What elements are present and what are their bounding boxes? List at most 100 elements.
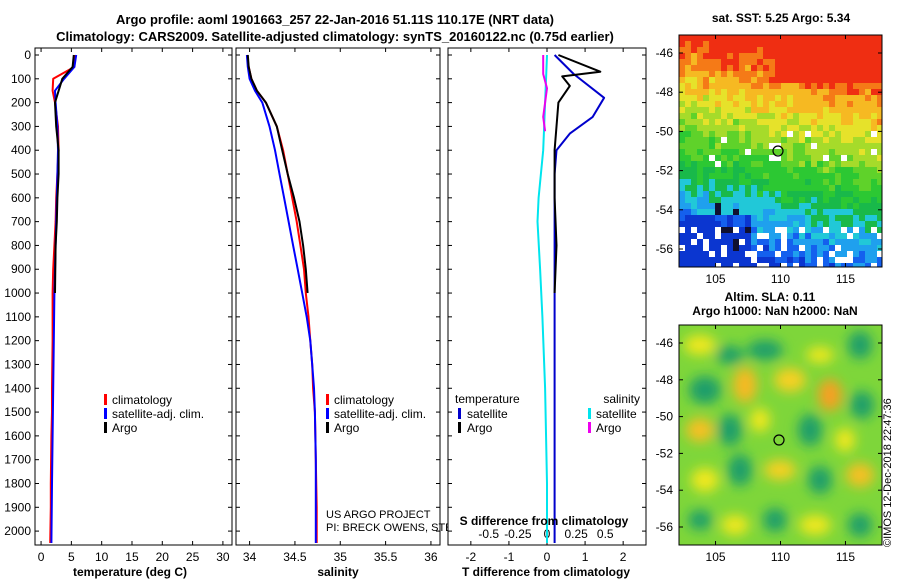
sst-cell	[781, 227, 787, 233]
sst-cell	[691, 113, 697, 119]
sst-cell	[691, 149, 697, 155]
sst-cell	[739, 209, 745, 215]
sst-cell	[853, 77, 859, 83]
sst-cell	[859, 179, 865, 185]
sst-cell	[805, 101, 811, 107]
sst-cell	[769, 125, 775, 131]
sst-cell	[703, 143, 709, 149]
sst-cell	[871, 227, 877, 233]
sst-cell	[853, 203, 859, 209]
sst-cell	[781, 167, 787, 173]
sst-cell	[679, 161, 685, 167]
sst-cell	[733, 89, 739, 95]
sst-cell	[859, 263, 865, 267]
sst-cell	[757, 71, 763, 77]
sst-cell	[751, 197, 757, 203]
sst-cell	[721, 167, 727, 173]
sst-cell	[751, 209, 757, 215]
sst-cell	[721, 143, 727, 149]
sst-cell	[871, 89, 877, 95]
sst-cell	[865, 35, 871, 41]
sst-cell	[751, 59, 757, 65]
sst-cell	[811, 233, 817, 239]
sst-cell	[751, 119, 757, 125]
sst-cell	[715, 131, 721, 137]
sst-cell	[799, 125, 805, 131]
sla-blob	[848, 331, 872, 359]
sst-cell	[805, 65, 811, 71]
sst-cell	[715, 53, 721, 59]
sst-cell	[751, 239, 757, 245]
lon-tick-label: 110	[771, 550, 790, 564]
sst-cell	[835, 101, 841, 107]
sst-cell	[805, 245, 811, 251]
sst-cell	[751, 95, 757, 101]
sst-cell	[787, 77, 793, 83]
sst-cell	[871, 149, 877, 155]
sst-cell	[745, 113, 751, 119]
sst-cell	[745, 227, 751, 233]
sst-cell	[685, 227, 691, 233]
sla-blob	[718, 414, 742, 446]
sst-cell	[733, 203, 739, 209]
sst-cell	[709, 197, 715, 203]
sst-cell	[727, 107, 733, 113]
sst-cell	[871, 131, 877, 137]
sst-cell	[829, 47, 835, 53]
sst-cell	[817, 251, 823, 257]
sst-cell	[721, 125, 727, 131]
sst-cell	[781, 41, 787, 47]
sst-cell	[769, 221, 775, 227]
legend-satellite-label: satellite-adj. clim.	[112, 407, 204, 421]
sst-cell	[799, 131, 805, 137]
sst-cell	[877, 263, 882, 267]
sst-cell	[721, 41, 727, 47]
sst-cell	[799, 215, 805, 221]
sla-blob	[716, 346, 744, 364]
difference-lines	[536, 54, 606, 543]
sst-cell	[763, 245, 769, 251]
sst-cell	[829, 137, 835, 143]
lat-tick-label: -48	[656, 373, 674, 387]
sst-cell	[775, 71, 781, 77]
sst-cell	[721, 89, 727, 95]
sst-cell	[763, 149, 769, 155]
sst-cell	[823, 83, 829, 89]
sst-cell	[799, 161, 805, 167]
sst-cell	[817, 35, 823, 41]
sst-cell	[847, 245, 853, 251]
sst-cell	[823, 233, 829, 239]
sst-cell	[721, 119, 727, 125]
sst-cell	[751, 83, 757, 89]
sst-cell	[733, 227, 739, 233]
sst-cell	[751, 125, 757, 131]
sst-cell	[793, 239, 799, 245]
sst-cell	[733, 137, 739, 143]
sst-cell	[727, 167, 733, 173]
sst-cell	[745, 233, 751, 239]
sst-cell	[859, 239, 865, 245]
sst-cell	[739, 35, 745, 41]
sst-map-image	[679, 35, 882, 267]
sst-cell	[745, 143, 751, 149]
sst-cell	[823, 203, 829, 209]
sst-cell	[811, 221, 817, 227]
sst-cell	[721, 155, 727, 161]
sst-cell	[691, 107, 697, 113]
sst-cell	[757, 95, 763, 101]
sst-cell	[853, 119, 859, 125]
sst-cell	[823, 35, 829, 41]
sst-cell	[703, 221, 709, 227]
sst-cell	[841, 203, 847, 209]
sst-cell	[757, 83, 763, 89]
sst-cell	[871, 47, 877, 53]
sst-cell	[823, 155, 829, 161]
sst-cell	[697, 197, 703, 203]
sst-cell	[823, 65, 829, 71]
s-tick-label: -0.25	[504, 527, 532, 541]
sst-cell	[739, 47, 745, 53]
sst-cell	[799, 59, 805, 65]
sst-cell	[811, 203, 817, 209]
sst-cell	[733, 113, 739, 119]
sst-cell	[751, 101, 757, 107]
